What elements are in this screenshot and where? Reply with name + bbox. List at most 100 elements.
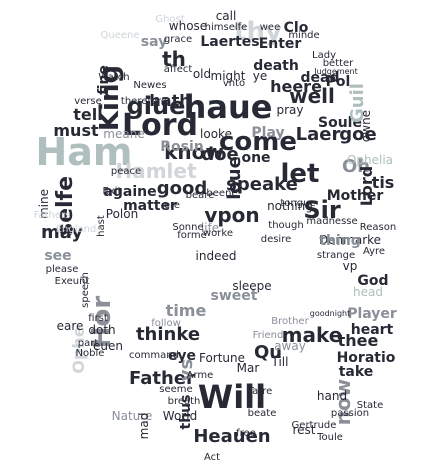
cloud-word: part (78, 338, 99, 349)
cloud-word: call (216, 9, 237, 23)
cloud-word: therefore (121, 96, 167, 107)
cloud-word: please (46, 264, 79, 275)
cloud-word: away (274, 339, 306, 353)
cloud-word: pray (276, 103, 303, 117)
cloud-word: Sonne (172, 222, 203, 233)
cloud-word: Ophe (69, 326, 88, 373)
cloud-word: time (166, 301, 207, 320)
cloud-word: Fortune (199, 351, 245, 365)
cloud-word: better (323, 58, 354, 69)
cloud-word: God (357, 273, 388, 289)
cloud-word: King (95, 65, 125, 131)
cloud-word: rest (292, 423, 315, 437)
cloud-word: Will (198, 378, 266, 416)
cloud-word: goodnight (310, 309, 351, 318)
cloud-word: free (236, 428, 256, 439)
cloud-word: may (41, 222, 83, 243)
cloud-word: Polon (106, 207, 138, 221)
cloud-word: Exit (103, 186, 122, 197)
cloud-word: take (339, 364, 374, 380)
cloud-word: now (331, 379, 355, 425)
cloud-word: tell (73, 105, 102, 124)
cloud-word: tongue (280, 198, 315, 209)
cloud-word: Till (271, 355, 289, 369)
cloud-word: Hor (87, 296, 117, 349)
cloud-word: thing (319, 233, 360, 249)
cloud-word: selfe (53, 176, 78, 236)
cloud-word: World (163, 409, 197, 423)
cloud-word: loue (224, 156, 245, 200)
cloud-word: himselfe (205, 22, 248, 33)
cloud-word: thee (338, 331, 379, 350)
cloud-word: Enter (259, 36, 302, 52)
cloud-word: heere (270, 77, 322, 96)
cloud-word: Lord (122, 108, 198, 143)
cloud-word: beate (248, 408, 277, 419)
cloud-word: Ham (35, 130, 132, 174)
cloud-word: Fathers (34, 210, 71, 221)
cloud-word: verse (74, 96, 102, 107)
cloud-word: Laer (296, 124, 341, 145)
cloud-word: old (193, 67, 211, 81)
cloud-word: might (211, 69, 246, 83)
cloud-word: th (162, 47, 186, 71)
cloud-word: Father (129, 368, 195, 389)
cloud-word: doe (201, 144, 238, 165)
cloud-word: Guil (347, 83, 368, 123)
cloud-word: Tarre (247, 386, 273, 397)
cloud-word: Mother (327, 188, 384, 204)
cloud-word: Noble (76, 348, 105, 359)
cloud-word: desire (261, 234, 292, 245)
cloud-word: vs (176, 359, 197, 381)
cloud-word: Heauen (193, 426, 270, 447)
cloud-word: one (241, 150, 270, 166)
cloud-word: thus (178, 395, 194, 430)
cloud-word: though (268, 220, 303, 231)
cloud-word: vpon (204, 203, 259, 227)
cloud-word: Denmarke (319, 233, 381, 247)
cloud-word: breath (168, 396, 201, 407)
cloud-word: peace (111, 166, 141, 177)
cloud-word: speake (226, 174, 298, 195)
cloud-word: looke (200, 127, 232, 141)
cloud-word: ye (253, 69, 267, 83)
cloud-word: head (353, 285, 383, 299)
cloud-word: indeed (196, 249, 237, 263)
cloud-word: mine (37, 189, 51, 219)
cloud-word: Ghost (155, 14, 184, 25)
cloud-word: ere (164, 200, 180, 211)
cloud-word: vnto (223, 78, 245, 89)
cloud-word: Gertrude (292, 420, 337, 431)
cloud-word: meane (103, 127, 144, 141)
cloud-word: nothing (267, 199, 313, 213)
cloud-word: heart (351, 322, 394, 338)
cloud-word: good (157, 178, 208, 199)
cloud-word: matter (123, 198, 177, 214)
cloud-word: Ayre (363, 246, 385, 257)
cloud-word: euen (93, 339, 123, 353)
cloud-word: forme (177, 230, 206, 241)
cloud-word: wee (260, 22, 280, 33)
cloud-word: command (129, 350, 179, 361)
cloud-word: owne (359, 110, 373, 142)
cloud-word: grace (164, 34, 192, 45)
cloud-word: giue (127, 92, 186, 120)
cloud-word: make (282, 323, 343, 347)
cloud-word: must (53, 121, 99, 140)
cloud-word: sweet (211, 288, 258, 304)
cloud-word: sleepe (232, 279, 271, 293)
cloud-word: Lady (312, 50, 336, 61)
cloud-word: Laertes (200, 34, 259, 50)
cloud-word: eare (57, 319, 84, 333)
cloud-word: let (281, 159, 320, 189)
cloud-word: tis (372, 173, 395, 192)
cloud-word: dead (301, 70, 340, 86)
cloud-word: Mar (237, 361, 260, 375)
cloud-word: speech (80, 272, 91, 308)
cloud-word: Pol (326, 74, 351, 90)
cloud-word: hast (96, 215, 107, 237)
cloud-word: thy (234, 17, 282, 47)
cloud-word: Arme (187, 370, 214, 381)
cloud-word: Reason (360, 222, 396, 233)
cloud-word: beare (186, 190, 215, 201)
